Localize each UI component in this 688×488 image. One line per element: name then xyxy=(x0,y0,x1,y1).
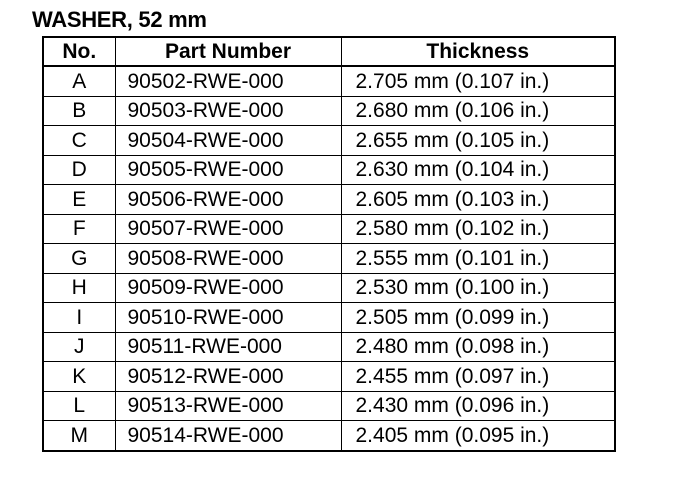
cell-no: I xyxy=(42,302,116,333)
header-thickness: Thickness xyxy=(340,36,616,67)
cell-part-number: 90514-RWE-000 xyxy=(114,420,342,452)
cell-no: G xyxy=(42,243,116,274)
table-row: K 90512-RWE-000 2.455 mm (0.097 in.) xyxy=(42,361,616,392)
cell-part-number: 90503-RWE-000 xyxy=(114,95,342,126)
page-title: WASHER, 52 mm xyxy=(32,7,207,32)
cell-thickness: 2.530 mm (0.100 in.) xyxy=(340,272,616,303)
cell-part-number: 90510-RWE-000 xyxy=(114,302,342,333)
cell-thickness: 2.430 mm (0.096 in.) xyxy=(340,390,616,421)
table-row: D 90505-RWE-000 2.630 mm (0.104 in.) xyxy=(42,154,616,185)
cell-thickness: 2.705 mm (0.107 in.) xyxy=(340,65,616,97)
cell-part-number: 90506-RWE-000 xyxy=(114,184,342,215)
table-row: J 90511-RWE-000 2.480 mm (0.098 in.) xyxy=(42,331,616,362)
table-row: G 90508-RWE-000 2.555 mm (0.101 in.) xyxy=(42,243,616,274)
table-row: A 90502-RWE-000 2.705 mm (0.107 in.) xyxy=(42,65,616,97)
cell-no: A xyxy=(42,65,116,97)
cell-part-number: 90504-RWE-000 xyxy=(114,125,342,156)
cell-thickness: 2.655 mm (0.105 in.) xyxy=(340,125,616,156)
cell-part-number: 90509-RWE-000 xyxy=(114,272,342,303)
table-row: B 90503-RWE-000 2.680 mm (0.106 in.) xyxy=(42,95,616,126)
header-no: No. xyxy=(42,36,116,67)
washer-table: No. Part Number Thickness A 90502-RWE-00… xyxy=(42,36,616,452)
table-row: L 90513-RWE-000 2.430 mm (0.096 in.) xyxy=(42,390,616,421)
cell-part-number: 90508-RWE-000 xyxy=(114,243,342,274)
cell-no: B xyxy=(42,95,116,126)
cell-thickness: 2.605 mm (0.103 in.) xyxy=(340,184,616,215)
cell-no: H xyxy=(42,272,116,303)
cell-thickness: 2.580 mm (0.102 in.) xyxy=(340,213,616,244)
cell-no: J xyxy=(42,331,116,362)
cell-no: F xyxy=(42,213,116,244)
cell-thickness: 2.455 mm (0.097 in.) xyxy=(340,361,616,392)
cell-thickness: 2.405 mm (0.095 in.) xyxy=(340,420,616,452)
table-row: C 90504-RWE-000 2.655 mm (0.105 in.) xyxy=(42,125,616,156)
cell-no: E xyxy=(42,184,116,215)
cell-part-number: 90513-RWE-000 xyxy=(114,390,342,421)
table-row: I 90510-RWE-000 2.505 mm (0.099 in.) xyxy=(42,302,616,333)
cell-thickness: 2.505 mm (0.099 in.) xyxy=(340,302,616,333)
cell-no: L xyxy=(42,390,116,421)
cell-thickness: 2.555 mm (0.101 in.) xyxy=(340,243,616,274)
cell-part-number: 90505-RWE-000 xyxy=(114,154,342,185)
cell-no: C xyxy=(42,125,116,156)
cell-no: M xyxy=(42,420,116,452)
header-part-number: Part Number xyxy=(114,36,342,67)
cell-thickness: 2.630 mm (0.104 in.) xyxy=(340,154,616,185)
cell-no: D xyxy=(42,154,116,185)
cell-part-number: 90502-RWE-000 xyxy=(114,65,342,97)
table-row: F 90507-RWE-000 2.580 mm (0.102 in.) xyxy=(42,213,616,244)
cell-thickness: 2.480 mm (0.098 in.) xyxy=(340,331,616,362)
cell-part-number: 90507-RWE-000 xyxy=(114,213,342,244)
table-header-row: No. Part Number Thickness xyxy=(42,36,616,67)
cell-part-number: 90511-RWE-000 xyxy=(114,331,342,362)
table-row: M 90514-RWE-000 2.405 mm (0.095 in.) xyxy=(42,420,616,452)
table-row: H 90509-RWE-000 2.530 mm (0.100 in.) xyxy=(42,272,616,303)
table-row: E 90506-RWE-000 2.605 mm (0.103 in.) xyxy=(42,184,616,215)
cell-thickness: 2.680 mm (0.106 in.) xyxy=(340,95,616,126)
cell-part-number: 90512-RWE-000 xyxy=(114,361,342,392)
cell-no: K xyxy=(42,361,116,392)
